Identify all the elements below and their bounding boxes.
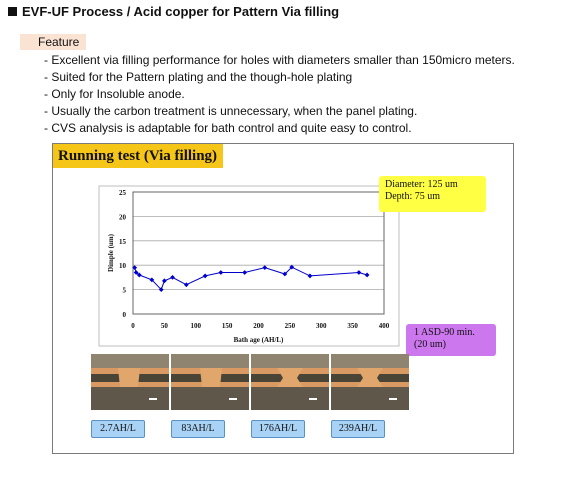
feature-item: - Suited for the Pattern plating and the… [44,70,353,84]
x-tick-label: 150 [222,322,233,330]
cross-section-image [91,354,169,410]
page-title-text: EVF-UF Process / Acid copper for Pattern… [22,4,340,19]
feature-item: - Excellent via filling performance for … [44,53,515,67]
y-axis-label: Dimple (um) [107,233,115,272]
y-tick-label: 0 [123,311,127,319]
data-point [183,282,189,288]
cross-section-image [171,354,249,410]
running-test-panel: 0 5 10 15 20 25 0 50 100 150 200 250 300 350 400 Bath a… [52,143,514,454]
data-point [136,272,142,278]
y-tick-label: 5 [123,287,127,295]
y-tick-label: 10 [119,262,127,270]
photo-label: 83AH/L [171,420,225,438]
x-tick-label: 200 [253,322,264,330]
feature-item: - CVS analysis is adaptable for bath con… [44,121,412,135]
diameter-callout: Diameter: 125 um Depth: 75 um [379,176,486,212]
cross-section-photo [251,354,329,410]
cross-section-photo [171,354,249,410]
feature-item: - Only for Insoluble anode. [44,87,185,101]
x-tick-label: 100 [191,322,202,330]
running-test-title: Running test (Via filling) [53,144,223,168]
data-point [202,273,208,279]
cross-section-photo [91,354,169,410]
x-tick-label: 350 [347,322,358,330]
depth-callout-line: Depth: 75 um [385,191,440,202]
x-tick-label: 50 [161,322,169,330]
square-bullet-icon [8,7,17,16]
diameter-callout-line: Diameter: 125 um [385,179,458,190]
data-point [158,287,164,292]
x-tick-label: 400 [379,322,390,330]
thickness-callout-line: (20 um) [414,339,446,350]
y-tick-label: 15 [119,238,127,246]
x-tick-label: 0 [131,322,135,330]
cross-section-image [251,354,329,410]
data-point [282,271,288,277]
data-point [149,277,155,283]
page-title: EVF-UF Process / Acid copper for Pattern… [8,4,339,19]
y-tick-label: 20 [119,213,127,221]
x-axis-label: Bath age (AH/L) [234,336,284,344]
data-point [307,273,313,279]
x-tick-label: 250 [285,322,296,330]
y-tick-label: 25 [119,189,127,197]
data-point [132,265,138,271]
feature-item: - Usually the carbon treatment is unnece… [44,104,418,118]
data-point [242,270,248,275]
data-point [133,270,139,275]
data-point [289,264,295,270]
cross-section-photo [331,354,409,410]
asd-callout: 1 ASD-90 min. (20 um) [406,324,496,356]
photo-label: 2.7AH/L [91,420,145,438]
asd-callout-line: 1 ASD-90 min. [414,327,475,338]
data-point [218,270,224,275]
feature-list: - Excellent via filling performance for … [44,52,515,137]
data-point [262,265,268,271]
data-point [364,272,370,278]
x-tick-label: 300 [316,322,327,330]
photo-label: 176AH/L [251,420,305,438]
data-point [356,270,362,275]
cross-section-image [331,354,409,410]
data-point [170,275,175,280]
chart-frame [98,185,400,347]
feature-tag: Feature [20,34,86,50]
photo-label: 239AH/L [331,420,385,438]
data-point [161,278,167,284]
plot-area [132,191,385,315]
